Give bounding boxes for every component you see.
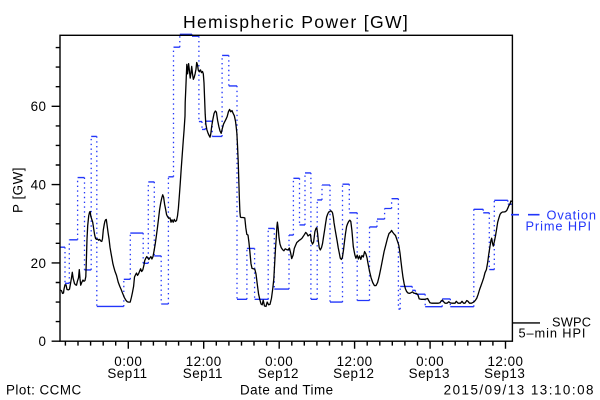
- svg-text:Sep13: Sep13: [409, 366, 450, 381]
- svg-text:20: 20: [31, 256, 47, 271]
- svg-text:SWPC: SWPC: [552, 315, 591, 330]
- svg-text:0: 0: [39, 334, 47, 349]
- svg-text:Sep12: Sep12: [258, 366, 299, 381]
- svg-text:40: 40: [31, 178, 47, 193]
- svg-text:Hemispheric Power [GW]: Hemispheric Power [GW]: [183, 12, 409, 32]
- svg-text:5–min HPI: 5–min HPI: [519, 326, 587, 341]
- svg-text:0:00: 0:00: [416, 354, 444, 369]
- svg-text:Ovation: Ovation: [547, 207, 597, 222]
- svg-text:Sep11: Sep11: [183, 366, 223, 381]
- svg-text:Plot: CCMC: Plot: CCMC: [6, 383, 82, 398]
- svg-text:2015/09/13 13:10:08: 2015/09/13 13:10:08: [444, 383, 595, 398]
- svg-text:Date and Time: Date and Time: [240, 382, 334, 397]
- svg-text:0:00: 0:00: [265, 354, 293, 369]
- svg-text:Sep13: Sep13: [484, 366, 525, 381]
- svg-text:Prime HPI: Prime HPI: [526, 218, 592, 233]
- svg-text:12:00: 12:00: [337, 354, 373, 369]
- svg-text:0:00: 0:00: [114, 354, 142, 369]
- svg-text:Sep11: Sep11: [107, 366, 147, 381]
- svg-text:60: 60: [31, 99, 47, 114]
- svg-text:12:00: 12:00: [186, 354, 222, 369]
- svg-text:Sep12: Sep12: [333, 366, 374, 381]
- svg-text:P [GW]: P [GW]: [11, 167, 26, 213]
- svg-text:12:00: 12:00: [487, 354, 523, 369]
